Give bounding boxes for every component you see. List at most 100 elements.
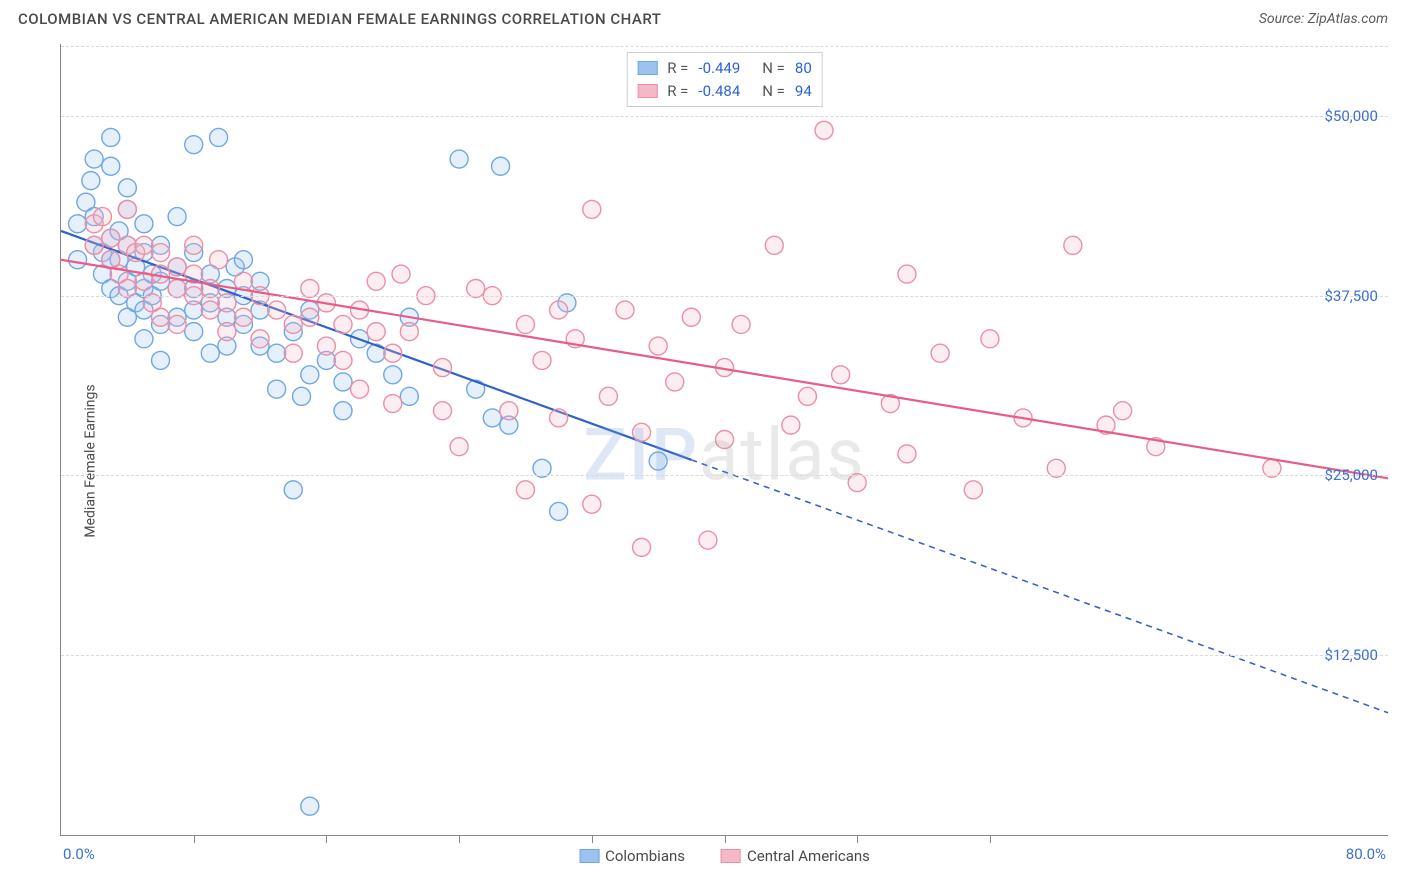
stat-n-key: N =	[762, 80, 785, 103]
data-point	[317, 337, 335, 355]
x-tick	[857, 835, 858, 843]
data-point	[301, 797, 319, 815]
data-point	[85, 150, 103, 168]
data-point	[234, 251, 252, 269]
data-point	[234, 272, 252, 290]
data-point	[384, 344, 402, 362]
stat-row: R =-0.449N =80	[637, 57, 812, 80]
stat-r-key: R =	[667, 80, 688, 103]
stat-n-value: 80	[795, 57, 812, 80]
legend-item: Colombians	[579, 847, 685, 865]
data-point	[234, 308, 252, 326]
legend-label: Central Americans	[747, 847, 870, 865]
gridline-h	[61, 296, 1388, 297]
data-point	[384, 395, 402, 413]
x-tick	[459, 835, 460, 843]
data-point	[832, 366, 850, 384]
stat-r-key: R =	[667, 57, 688, 80]
data-point	[898, 265, 916, 283]
data-point	[649, 337, 667, 355]
data-point	[210, 128, 228, 146]
legend-swatch	[637, 84, 657, 98]
data-point	[118, 179, 136, 197]
data-point	[666, 373, 684, 391]
stat-r-value: -0.449	[698, 57, 740, 80]
data-point	[633, 423, 651, 441]
x-tick	[725, 835, 726, 843]
data-point	[367, 272, 385, 290]
data-point	[583, 495, 601, 513]
data-point	[168, 315, 186, 333]
y-tick-label: $12,500	[1324, 646, 1378, 664]
chart-container: Median Female Earnings ZIPatlas R =-0.44…	[18, 44, 1388, 878]
stat-row: R = -0.484 N = 94	[637, 80, 812, 103]
data-point	[301, 308, 319, 326]
data-point	[434, 402, 452, 420]
data-point	[450, 438, 468, 456]
data-point	[334, 351, 352, 369]
data-point	[185, 323, 203, 341]
data-point	[682, 308, 700, 326]
data-point	[334, 315, 352, 333]
data-point	[210, 251, 228, 269]
data-point	[492, 157, 510, 175]
data-point	[135, 330, 153, 348]
x-tick	[990, 835, 991, 843]
stat-n-value: 94	[795, 80, 812, 103]
gridline-h	[61, 46, 1388, 47]
correlation-stats-box: R = -0.449 N = 80R = -0.484 N = 94	[626, 52, 823, 107]
data-point	[118, 200, 136, 218]
data-point	[102, 128, 120, 146]
data-point	[93, 208, 111, 226]
data-point	[400, 387, 418, 405]
y-tick-label: $25,000	[1324, 466, 1378, 484]
data-point	[85, 236, 103, 254]
data-point	[699, 531, 717, 549]
data-point	[716, 431, 734, 449]
data-point	[550, 502, 568, 520]
data-point	[483, 409, 501, 427]
data-point	[135, 236, 153, 254]
scatter-svg	[61, 44, 1388, 835]
plot-area: ZIPatlas R =-0.449N =80R =-0.484N =94 0.…	[60, 44, 1388, 836]
data-point	[102, 229, 120, 247]
data-point	[516, 315, 534, 333]
source-label: Source: ZipAtlas.com	[1259, 11, 1388, 27]
data-point	[351, 380, 369, 398]
data-point	[301, 366, 319, 384]
data-point	[782, 416, 800, 434]
stat-r-value: -0.484	[698, 80, 740, 103]
data-point	[633, 538, 651, 556]
data-point	[583, 200, 601, 218]
data-point	[649, 452, 667, 470]
data-point	[69, 251, 87, 269]
data-point	[981, 330, 999, 348]
data-point	[284, 315, 302, 333]
legend-swatch	[579, 849, 599, 863]
data-point	[1064, 236, 1082, 254]
data-point	[533, 351, 551, 369]
data-point	[185, 236, 203, 254]
data-point	[550, 409, 568, 427]
data-point	[102, 157, 120, 175]
data-point	[334, 373, 352, 391]
data-point	[384, 366, 402, 384]
data-point	[400, 323, 418, 341]
data-point	[268, 344, 286, 362]
x-tick	[326, 835, 327, 843]
data-point	[898, 445, 916, 463]
legend-swatch	[721, 849, 741, 863]
data-point	[516, 481, 534, 499]
data-point	[201, 344, 219, 362]
gridline-h	[61, 475, 1388, 476]
data-point	[251, 330, 269, 348]
x-tick	[194, 835, 195, 843]
data-point	[550, 301, 568, 319]
data-point	[69, 215, 87, 233]
data-point	[268, 301, 286, 319]
data-point	[964, 481, 982, 499]
data-point	[815, 121, 833, 139]
data-point	[152, 244, 170, 262]
gridline-h	[61, 655, 1388, 656]
data-point	[168, 258, 186, 276]
